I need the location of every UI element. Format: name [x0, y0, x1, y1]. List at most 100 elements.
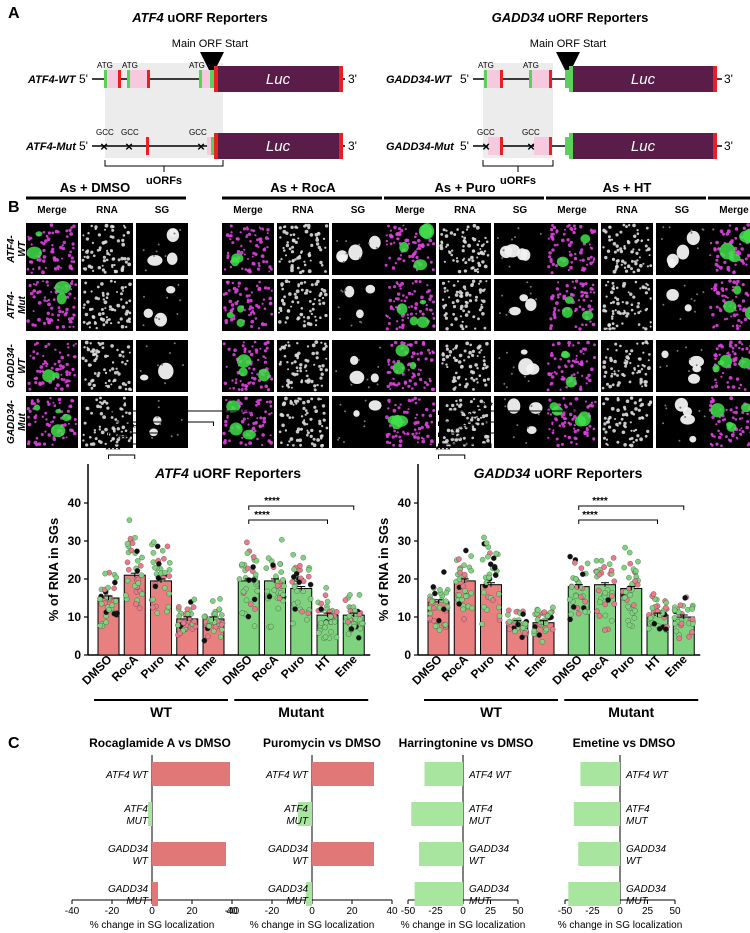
change-bar — [312, 842, 374, 866]
category-label: DMSO — [79, 652, 114, 687]
data-point — [266, 593, 273, 600]
data-point — [111, 585, 117, 592]
category-label: Eme — [662, 652, 690, 680]
gadd34-uorfs-label: uORFs — [500, 175, 536, 187]
atf4-wt-luc-box — [214, 66, 341, 92]
change-bar — [573, 802, 620, 826]
data-point — [175, 622, 181, 628]
micrograph-sg — [136, 340, 188, 392]
svg-text:×: × — [527, 139, 535, 154]
atf4-mut-luc-label: Luc — [266, 138, 291, 155]
micrograph-merge — [384, 279, 436, 331]
data-point — [610, 555, 617, 561]
data-point — [300, 554, 307, 561]
data-point — [582, 598, 588, 605]
data-point — [206, 623, 212, 629]
group-label: WT — [480, 704, 502, 720]
change-bar — [419, 842, 463, 866]
data-point — [605, 597, 611, 603]
significance-stars: **** — [127, 423, 143, 434]
data-point — [625, 603, 631, 610]
atf4-diagram-title: ATF4 uORF Reporters — [131, 10, 268, 25]
y-axis-label: % of RNA in SGs — [376, 518, 391, 622]
significance-stars: **** — [477, 401, 493, 412]
data-point — [205, 633, 211, 640]
data-point — [124, 577, 131, 584]
data-point — [573, 576, 579, 582]
x-tick-label: 0 — [149, 906, 155, 917]
data-point — [541, 609, 548, 615]
significance-bracket — [248, 519, 328, 524]
category-label: DMSO — [409, 652, 444, 687]
data-point — [328, 629, 334, 635]
row-label: GADD34-WT — [6, 343, 28, 388]
data-point — [635, 558, 641, 565]
data-point — [632, 578, 638, 584]
micrograph-merge — [222, 396, 274, 448]
micrograph-rna — [601, 223, 653, 275]
data-point — [270, 562, 276, 568]
data-point — [436, 617, 442, 624]
data-point — [128, 547, 135, 554]
x-axis-label: % change in SG localization — [401, 920, 526, 931]
data-point — [164, 543, 171, 550]
row-label: ATF4-WT — [6, 235, 28, 264]
micrograph-sg — [494, 279, 546, 331]
atf4-wt-uorf2 — [127, 70, 149, 88]
microscopy-grid: As + DMSO Merge RNA SG As + RocA Merge RNA SG As… — [6, 180, 750, 448]
data-point — [515, 621, 521, 628]
data-point — [244, 565, 251, 572]
y-tick-label: 30 — [398, 534, 412, 548]
data-point — [318, 600, 325, 607]
data-point — [602, 590, 608, 596]
atf4-mut-five-prime: 5' — [79, 139, 88, 153]
eme-change-chart: Emetine vs DMSO -50 -25 0 25 50 % change in SG… — [558, 736, 683, 931]
data-point — [601, 564, 607, 570]
data-point — [595, 587, 602, 594]
data-point — [294, 588, 300, 594]
x-tick-label: -25 — [585, 906, 600, 917]
data-point — [578, 565, 585, 571]
micrograph-rna — [439, 223, 491, 275]
data-point — [332, 619, 338, 625]
change-chart-title: Puromycin vs DMSO — [263, 736, 381, 750]
significance-stars: **** — [137, 412, 153, 423]
x-tick-label: -40 — [225, 906, 240, 917]
svg-text:×: × — [197, 139, 205, 154]
row-label: ATF4 WT — [468, 770, 512, 781]
data-point — [536, 632, 543, 638]
data-point — [677, 602, 684, 608]
atf4-mut-label: ATF4-Mut — [25, 141, 77, 153]
data-point — [268, 623, 274, 630]
data-point — [485, 553, 491, 560]
row-label: GADD34 MUT — [469, 884, 509, 907]
data-point — [663, 626, 669, 632]
data-point — [570, 604, 577, 610]
change-bar — [306, 882, 312, 906]
gadd34-wt-three-prime: 3' — [724, 72, 733, 86]
significance-bracket — [108, 443, 162, 448]
group-label: Mutant — [608, 704, 654, 720]
data-point — [279, 536, 285, 543]
data-point — [280, 592, 286, 598]
data-point — [686, 633, 692, 640]
atf4-wt-luc-label: Luc — [266, 71, 291, 88]
data-point — [480, 589, 487, 596]
data-point — [690, 621, 696, 627]
data-point — [531, 628, 537, 634]
significance-bracket — [438, 443, 492, 448]
data-point — [663, 599, 670, 606]
atf4-mut-gcc-2: GCC — [121, 128, 139, 137]
data-point — [650, 591, 657, 597]
data-point — [567, 553, 573, 560]
data-point — [216, 606, 223, 612]
data-point — [671, 607, 678, 614]
data-point — [184, 611, 191, 617]
micrograph-merge — [708, 340, 750, 392]
data-point — [346, 613, 353, 619]
change-bar — [152, 762, 230, 786]
data-point — [297, 562, 303, 569]
micrograph-sg — [136, 279, 188, 331]
micrograph-rna — [277, 223, 329, 275]
significance-stars: **** — [254, 510, 270, 521]
